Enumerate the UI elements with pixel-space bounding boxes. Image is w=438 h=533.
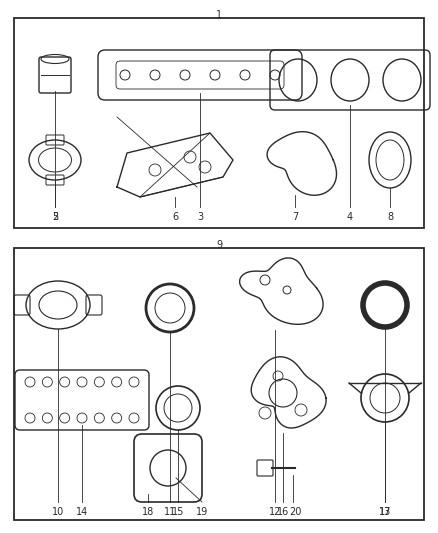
Text: 16: 16 <box>277 507 289 517</box>
Text: 18: 18 <box>142 507 154 517</box>
Text: 14: 14 <box>76 507 88 517</box>
Text: 11: 11 <box>164 507 176 517</box>
Text: 6: 6 <box>172 212 178 222</box>
Text: 5: 5 <box>52 212 58 222</box>
Text: 2: 2 <box>52 212 58 222</box>
Bar <box>14 248 424 520</box>
Text: 7: 7 <box>292 212 298 222</box>
Text: 9: 9 <box>216 240 222 250</box>
Text: 4: 4 <box>347 212 353 222</box>
Text: 19: 19 <box>196 507 208 517</box>
Text: 12: 12 <box>269 507 281 517</box>
Text: 17: 17 <box>379 507 391 517</box>
Text: 1: 1 <box>216 10 222 20</box>
Text: 13: 13 <box>379 507 391 517</box>
Text: 10: 10 <box>52 507 64 517</box>
Text: 3: 3 <box>197 212 203 222</box>
Text: 15: 15 <box>172 507 184 517</box>
Bar <box>14 18 424 228</box>
Text: 8: 8 <box>387 212 393 222</box>
Text: 20: 20 <box>289 507 301 517</box>
